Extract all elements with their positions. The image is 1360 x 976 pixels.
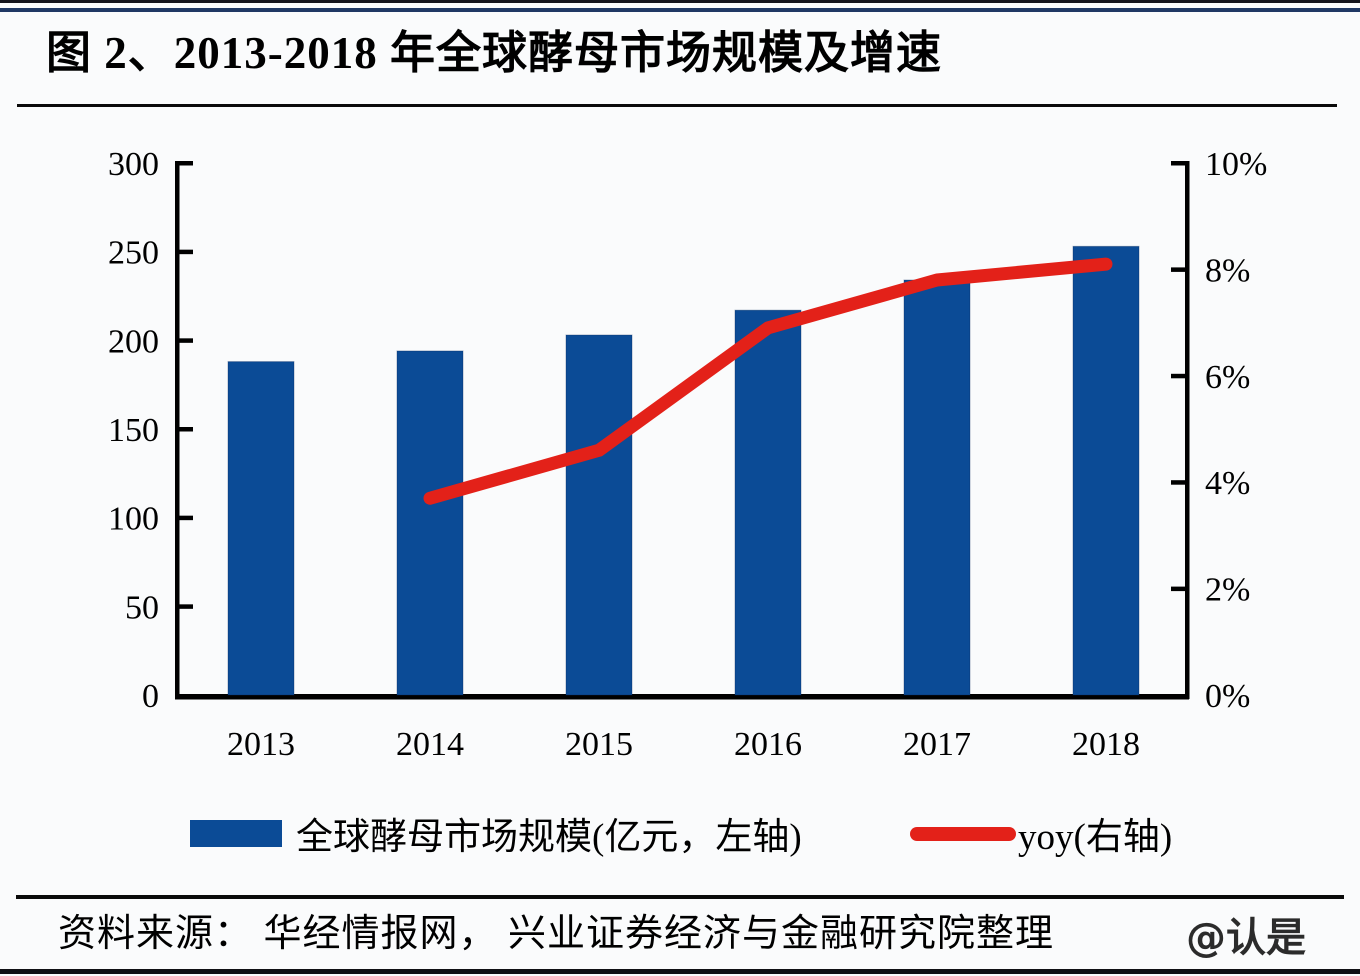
x-axis-label-2015: 2015 xyxy=(565,726,633,763)
x-axis-label-2016: 2016 xyxy=(734,726,802,763)
y-axis-right-tick-label: 0% xyxy=(1205,678,1250,715)
watermark-text: @认是 xyxy=(1186,915,1306,961)
yoy-line xyxy=(423,257,1113,505)
bar-2018 xyxy=(1072,245,1140,696)
y-axis-right-line xyxy=(1185,161,1190,699)
y-axis-left-tick xyxy=(179,161,193,166)
y-axis-left-tick-label: 50 xyxy=(125,589,159,626)
y-axis-right-tick-label: 8% xyxy=(1205,252,1250,289)
y-axis-left-tick xyxy=(179,427,193,432)
y-axis-right-tick xyxy=(1171,373,1185,379)
y-axis-left-tick-label: 300 xyxy=(108,146,159,183)
legend-bar-label: 全球酵母市场规模(亿元，左轴) xyxy=(296,817,802,858)
source-divider-rule xyxy=(16,895,1344,899)
x-axis-baseline xyxy=(175,694,1189,700)
source-attribution: 资料来源： 华经情报网， 兴业证券经济与金融研究院整理 xyxy=(58,913,1055,955)
y-axis-left-tick-label: 200 xyxy=(108,323,159,360)
y-axis-right-tick-label: 4% xyxy=(1205,465,1250,502)
top-edge-line xyxy=(0,0,1360,3)
y-axis-right-tick xyxy=(1171,586,1185,592)
chart-legend: 全球酵母市场规模(亿元，左轴) yoy(右轴) xyxy=(0,806,1360,866)
y-axis-left-tick xyxy=(179,515,193,521)
x-axis-label-2017: 2017 xyxy=(903,726,971,763)
bar-2014 xyxy=(396,350,464,696)
y-axis-right-tick-label: 2% xyxy=(1205,572,1250,609)
y-axis-left-line xyxy=(175,161,180,699)
bottom-edge-line xyxy=(0,969,1360,974)
header-accent-rule xyxy=(0,8,1360,12)
bar-2015 xyxy=(565,334,633,696)
bar-2017 xyxy=(903,279,971,696)
bar-2016 xyxy=(734,309,802,696)
x-axis-label-2014: 2014 xyxy=(396,726,464,763)
y-axis-left-tick-label: 250 xyxy=(108,235,159,272)
x-axis-label-2018: 2018 xyxy=(1072,726,1140,763)
page-title: 图 2、2013-2018 年全球酵母市场规模及增速 xyxy=(46,28,942,78)
bar-2013 xyxy=(227,361,295,696)
y-axis-left-tick xyxy=(179,338,193,343)
title-divider-rule xyxy=(17,104,1337,107)
y-axis-left-tick-label: 150 xyxy=(108,412,159,449)
y-axis-left-tick xyxy=(179,249,193,255)
legend-bar-swatch xyxy=(190,820,282,847)
y-axis-right-tick-label: 10% xyxy=(1205,146,1267,183)
y-axis-right-tick-label: 6% xyxy=(1205,359,1250,396)
y-axis-left-tick-label: 0 xyxy=(142,678,159,715)
y-axis-right-tick xyxy=(1171,267,1185,272)
y-axis-right-tick xyxy=(1171,161,1185,166)
y-axis-right-tick xyxy=(1171,480,1185,485)
legend-line-swatch xyxy=(910,827,1016,841)
y-axis-left-tick xyxy=(179,604,193,609)
market-size-growth-chart: 0 50 100 150 200 250 300 0% 2% 4% 6% 8% 10% 2013 2014 2… xyxy=(108,146,1267,763)
legend-line-label: yoy(右轴) xyxy=(1018,817,1173,858)
x-axis-label-2013: 2013 xyxy=(227,726,295,763)
y-axis-left-tick-label: 100 xyxy=(108,501,159,538)
